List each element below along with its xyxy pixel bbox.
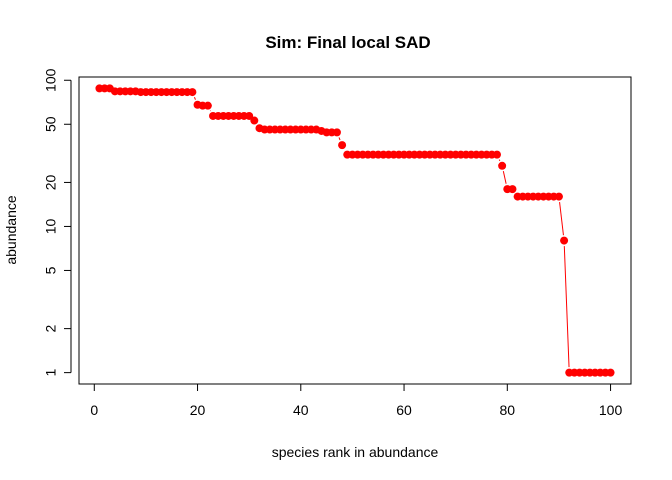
- y-axis-label: abundance: [3, 195, 19, 265]
- data-point: [188, 88, 197, 97]
- x-axis: 0 20 40 60 80 100: [90, 383, 623, 418]
- chart-title: Sim: Final local SAD: [265, 33, 430, 52]
- data-point: [606, 368, 615, 377]
- data-point: [332, 128, 341, 137]
- series-segment: [563, 246, 570, 368]
- x-tick-label: 0: [90, 402, 98, 418]
- series-line-group: [193, 96, 570, 368]
- data-point: [554, 192, 563, 201]
- y-tick-label: 20: [43, 174, 59, 190]
- x-tick-label: 80: [500, 402, 516, 418]
- series-segment: [338, 137, 341, 141]
- y-tick-label: 5: [43, 266, 59, 274]
- y-tick-label: 2: [43, 325, 59, 333]
- x-tick-label: 100: [599, 402, 623, 418]
- x-tick-label: 20: [190, 402, 206, 418]
- series-segment: [559, 202, 564, 236]
- data-point: [338, 141, 347, 150]
- x-axis-label: species rank in abundance: [272, 444, 439, 460]
- data-point: [245, 111, 254, 120]
- data-point: [250, 116, 259, 125]
- series-segment: [502, 171, 507, 184]
- data-point: [560, 236, 569, 245]
- data-point: [498, 161, 507, 170]
- series-segment: [193, 96, 196, 100]
- plot-frame: [78, 76, 632, 385]
- data-point: [492, 150, 501, 159]
- y-tick-label: 10: [43, 218, 59, 234]
- data-point: [203, 101, 212, 110]
- y-tick-label: 1: [43, 369, 59, 377]
- y-tick-label: 100: [43, 68, 59, 92]
- series-points-group: [95, 84, 615, 377]
- data-point: [508, 185, 517, 194]
- y-tick-label: 50: [43, 116, 59, 132]
- series-segment: [498, 159, 501, 161]
- x-tick-label: 40: [293, 402, 309, 418]
- y-axis: 1 2 5 10 20 50 100: [43, 68, 72, 377]
- x-tick-label: 60: [396, 402, 412, 418]
